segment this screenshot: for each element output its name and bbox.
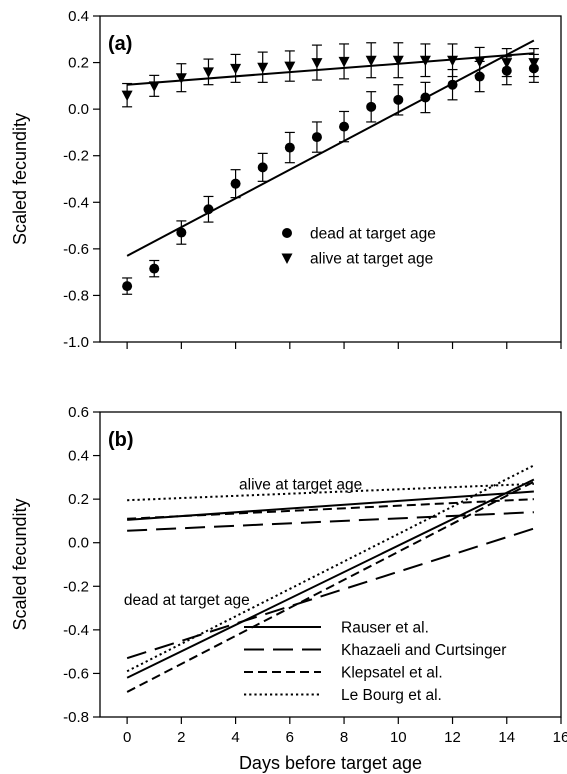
y-tick-label: 0.4 — [68, 8, 89, 25]
y-tick-label: 0.6 — [68, 404, 89, 421]
data-point-alive — [230, 63, 242, 75]
legend-label: Le Bourg et al. — [341, 687, 442, 704]
y-axis-label: Scaled fecundity — [10, 498, 30, 630]
x-tick-label: 10 — [390, 729, 407, 746]
panel-label: (a) — [108, 33, 132, 55]
data-point-alive — [175, 73, 187, 84]
legend-marker-alive — [281, 253, 293, 264]
y-tick-label: 0.0 — [68, 101, 89, 118]
data-point-alive — [284, 61, 296, 73]
y-tick-label: -0.4 — [63, 194, 89, 211]
x-tick-label: 8 — [340, 729, 348, 746]
y-tick-label: -0.8 — [63, 287, 89, 304]
data-point-dead — [474, 71, 485, 82]
y-tick-label: -0.6 — [63, 241, 89, 258]
data-point-alive — [392, 55, 404, 67]
annotation: dead at target age — [124, 592, 250, 609]
y-tick-label: 0.2 — [68, 491, 89, 508]
y-tick-label: -0.8 — [63, 709, 89, 726]
data-point-alive — [474, 56, 486, 68]
series-line — [126, 464, 535, 673]
regression-line — [126, 39, 535, 257]
x-tick-label: 16 — [553, 729, 567, 746]
data-point-dead — [284, 142, 295, 153]
data-point-alive — [121, 90, 133, 102]
panel-b: -0.8 -0.6 -0.4 -0.2 0.0 0.2 0.4 0.6 0 2 4 6 8 10 12 14 1… — [10, 404, 567, 773]
series-line — [127, 498, 534, 520]
panel-a: -1.0 -0.8 -0.6 -0.4 -0.2 0.0 0.2 0.4 Scaled fecu… — [10, 8, 562, 351]
series-line — [127, 490, 534, 521]
legend-label: Klepsatel et al. — [341, 665, 443, 682]
data-point-alive — [501, 58, 513, 69]
plot-frame — [99, 411, 562, 718]
data-point-dead — [311, 132, 322, 143]
panel-label: (b) — [108, 429, 134, 451]
y-tick-label: -0.2 — [63, 148, 89, 165]
legend-label: alive at target age — [310, 251, 433, 268]
data-point-alive — [202, 67, 214, 78]
x-tick-label: 14 — [498, 729, 515, 746]
legend-label: Khazaeli and Curtsinger — [341, 642, 506, 659]
data-point-alive — [365, 55, 377, 67]
series-line — [127, 511, 534, 532]
y-tick-label: -1.0 — [63, 334, 89, 351]
x-tick-label: 12 — [444, 729, 461, 746]
data-point-dead — [149, 263, 160, 274]
legend-label: Rauser et al. — [341, 620, 429, 637]
series-line — [127, 482, 534, 502]
x-tick-label: 2 — [177, 729, 185, 746]
data-point-alive — [528, 58, 540, 69]
data-point-alive — [148, 81, 160, 92]
data-point-dead — [257, 162, 268, 173]
plot-frame — [99, 15, 562, 343]
x-axis-label: Days before target age — [239, 753, 422, 773]
data-point-alive — [311, 58, 323, 69]
data-point-alive — [447, 55, 459, 67]
data-point-dead — [393, 94, 404, 105]
y-tick-label: -0.2 — [63, 578, 89, 595]
series-line — [126, 480, 535, 693]
data-point-dead — [176, 227, 187, 238]
data-point-dead — [230, 178, 241, 189]
data-point-dead — [339, 121, 350, 132]
series-line — [126, 478, 535, 679]
series-line — [126, 527, 535, 660]
y-tick-label: 0.4 — [68, 448, 89, 465]
legend-marker-dead — [282, 228, 292, 238]
y-tick-label: 0.0 — [68, 535, 89, 552]
y-axis-label: Scaled fecundity — [10, 113, 30, 245]
x-tick-label: 0 — [123, 729, 131, 746]
y-tick-label: -0.4 — [63, 622, 89, 639]
data-point-alive — [338, 56, 350, 68]
x-tick-label: 4 — [231, 729, 239, 746]
annotation: alive at target age — [239, 476, 362, 493]
y-tick-label: -0.6 — [63, 665, 89, 682]
y-tick-label: 0.2 — [68, 55, 89, 72]
x-tick-label: 6 — [286, 729, 294, 746]
legend-label: dead at target age — [310, 226, 436, 243]
regression-line — [127, 52, 534, 86]
data-point-dead — [122, 281, 133, 292]
data-point-dead — [366, 101, 377, 112]
data-point-alive — [257, 62, 269, 74]
